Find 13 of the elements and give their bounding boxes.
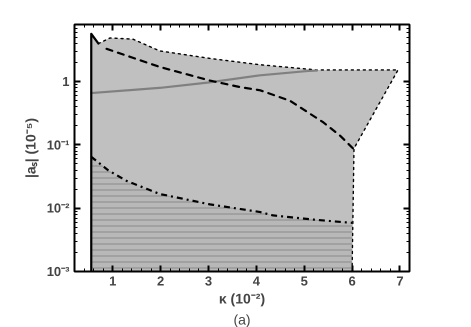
x-tick-label: 2 — [157, 274, 164, 288]
y-tick-label: 1 — [62, 74, 70, 90]
y-axis-title: |aₛ| (10⁻⁵) — [22, 118, 40, 178]
y-tick-label: 10⁻¹ — [46, 137, 70, 152]
y-tick-label: 10⁻² — [46, 200, 70, 216]
x-axis-title: κ (10⁻²) — [218, 290, 266, 306]
x-tick-label: 7 — [396, 274, 404, 288]
x-tick-label: 1 — [109, 274, 116, 288]
x-tick-label: 3 — [204, 274, 212, 288]
x-tick-label: 5 — [300, 274, 308, 288]
y-tick-label: 10⁻³ — [46, 264, 70, 279]
x-tick-label: 4 — [252, 274, 261, 288]
x-tick-label: 6 — [348, 274, 356, 288]
